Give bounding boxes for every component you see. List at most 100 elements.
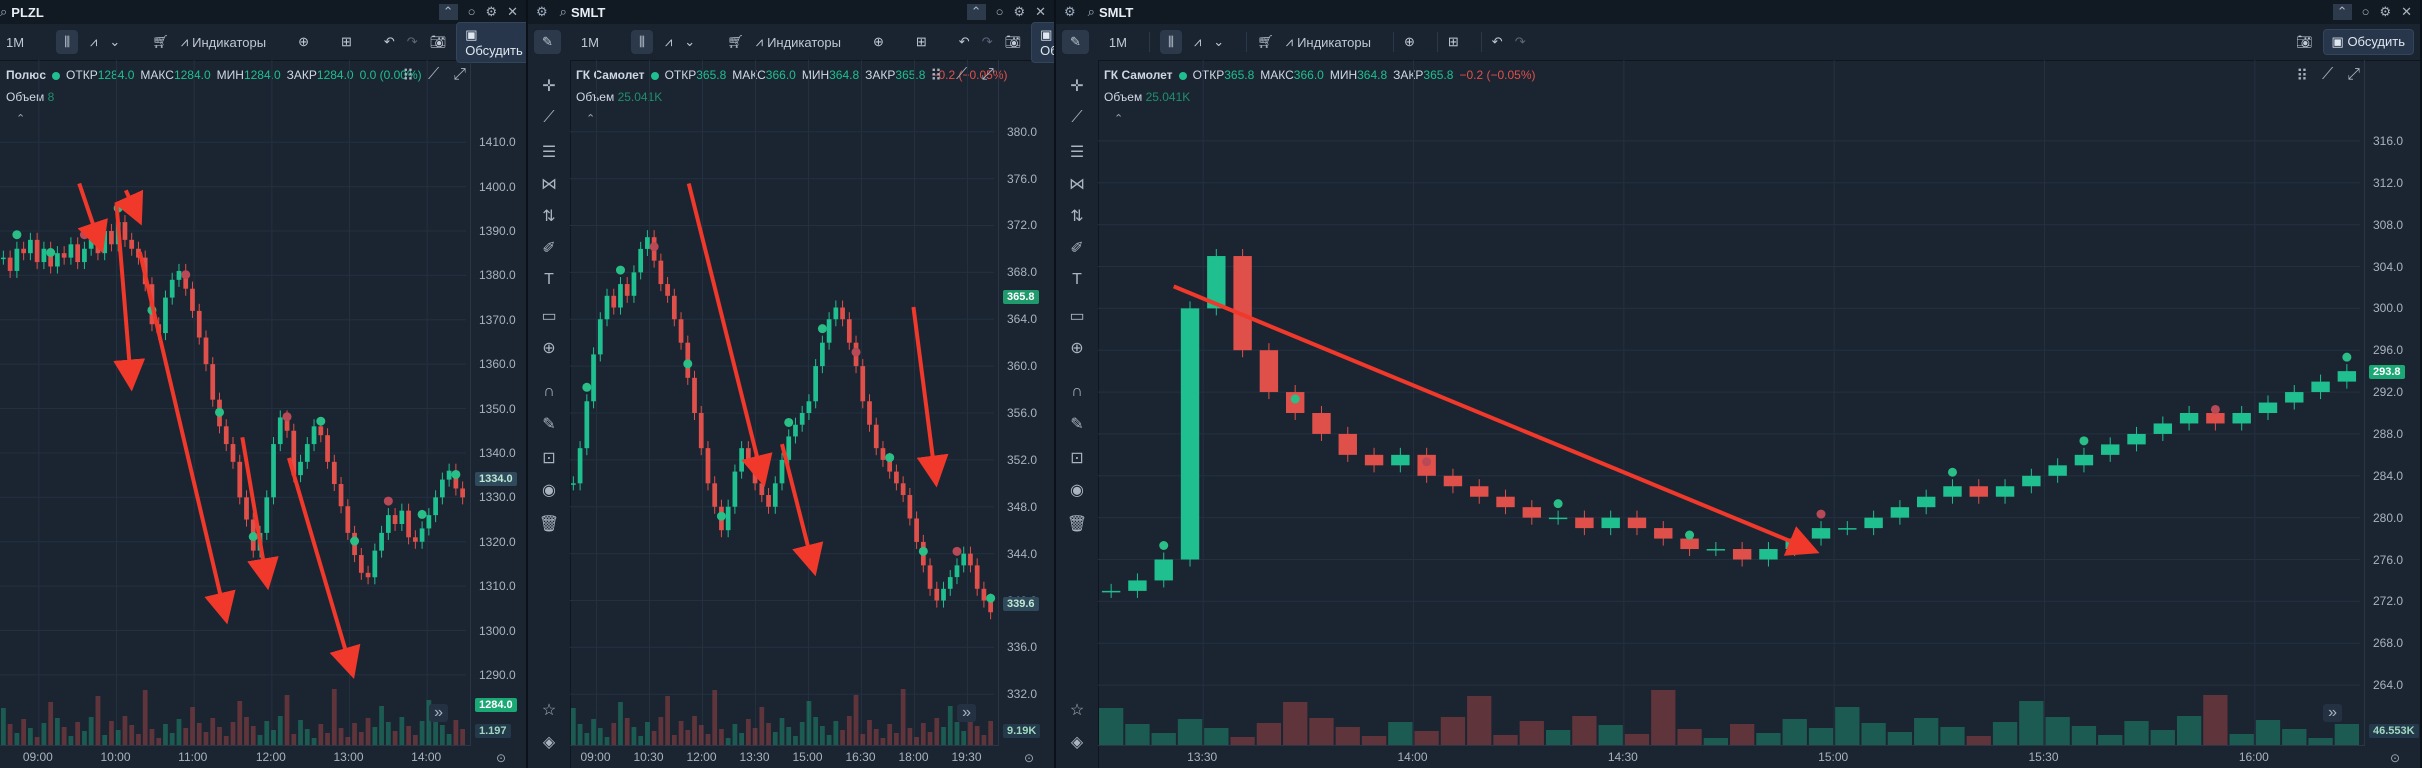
sell-marker[interactable]: [383, 496, 393, 506]
chart-type-dropdown[interactable]: ⌄: [109, 34, 120, 50]
layout-button[interactable]: ⊞: [916, 34, 927, 50]
price-axis[interactable]: 316.0 312.0 308.0 304.0 300.0 296.0 292.0 288.0…: [2364, 60, 2420, 746]
settings-icon[interactable]: ⚙: [1064, 4, 1076, 19]
redo-button[interactable]: ↷: [407, 34, 418, 50]
ticker-symbol[interactable]: SMLT: [1098, 4, 1134, 20]
gear-icon[interactable]: ⚙: [485, 4, 498, 19]
star-icon[interactable]: ☆: [541, 702, 557, 719]
sell-marker[interactable]: [851, 347, 861, 357]
buy-marker[interactable]: [350, 536, 360, 546]
axis-settings-icon[interactable]: ⊙: [2389, 751, 2400, 765]
close-icon[interactable]: ✕: [1035, 4, 1046, 19]
scroll-to-latest-button[interactable]: »: [429, 704, 448, 722]
buy-marker[interactable]: [582, 382, 592, 392]
layers-icon[interactable]: ◈: [542, 734, 556, 751]
layers-icon[interactable]: ◈: [1070, 734, 1084, 751]
price-axis[interactable]: 380.0 376.0 372.0 368.0 364.0 360.0 356.0 352.0…: [998, 60, 1054, 746]
drag-handle-icon[interactable]: ⠿: [402, 68, 414, 85]
buy-marker[interactable]: [1553, 499, 1563, 509]
chart-type-dropdown[interactable]: ⌄: [684, 34, 695, 50]
maximize-icon[interactable]: ○: [2361, 4, 2370, 19]
sell-marker[interactable]: [952, 546, 962, 556]
eye-icon[interactable]: ◉: [542, 482, 556, 499]
buy-marker[interactable]: [214, 407, 224, 417]
time-axis[interactable]: 09:00 10:30 12:00 13:30 15:00 16:30 18:00 19:30: [570, 745, 998, 768]
collapse-icon[interactable]: ⌃: [438, 4, 458, 20]
ticker-symbol[interactable]: SMLT: [570, 4, 606, 20]
buy-marker[interactable]: [1685, 530, 1695, 540]
trend-arrow[interactable]: [113, 189, 144, 226]
discuss-button[interactable]: ▣ Обсудить: [2322, 29, 2414, 55]
interval-selector[interactable]: 1M: [1109, 35, 1127, 50]
lock-icon[interactable]: ⊡: [1070, 450, 1084, 467]
search-icon[interactable]: ⌕: [0, 4, 8, 19]
trade-button[interactable]: 🛒︎: [727, 34, 744, 50]
interval-selector[interactable]: 1M: [6, 35, 24, 50]
camera-icon[interactable]: 📷︎: [429, 34, 447, 49]
undo-button[interactable]: ↶: [384, 34, 395, 50]
close-icon[interactable]: ✕: [507, 4, 518, 19]
trash-icon[interactable]: 🗑︎: [1066, 516, 1088, 533]
buy-marker[interactable]: [817, 324, 827, 334]
drag-handle-icon[interactable]: ⠿: [930, 68, 942, 85]
camera-icon[interactable]: 📷︎: [2296, 34, 2313, 49]
trend-arrow[interactable]: [240, 436, 279, 591]
ruler-icon[interactable]: ▭: [1069, 308, 1085, 325]
indicators-button[interactable]: ⩘ Индикаторы: [181, 34, 266, 50]
layout-button[interactable]: ⊞: [1448, 34, 1459, 50]
buy-marker[interactable]: [2342, 352, 2352, 362]
ruler-icon[interactable]: ▭: [541, 308, 557, 325]
chart-type-button[interactable]: ⫼: [630, 30, 653, 54]
settings-icon[interactable]: ⚙: [536, 4, 548, 19]
trend-arrow[interactable]: [911, 306, 949, 488]
chart-style-button[interactable]: ⩘: [665, 34, 672, 50]
buy-marker[interactable]: [784, 417, 794, 427]
lock-icon[interactable]: ⊡: [542, 450, 556, 467]
brush-icon[interactable]: ✐: [1070, 240, 1084, 257]
sell-marker[interactable]: [1816, 509, 1826, 519]
sell-marker[interactable]: [79, 230, 89, 240]
buy-marker[interactable]: [986, 593, 996, 603]
chart-style-button[interactable]: ⩘: [1194, 34, 1201, 50]
buy-marker[interactable]: [716, 511, 726, 521]
maximize-icon[interactable]: ○: [467, 4, 476, 19]
sell-marker[interactable]: [181, 270, 191, 280]
undo-button[interactable]: ↶: [1492, 34, 1503, 50]
line-tool-icon[interactable]: ⟋: [2321, 66, 2334, 83]
buy-marker[interactable]: [2079, 436, 2089, 446]
crosshair-icon[interactable]: ✛: [542, 78, 556, 95]
buy-marker[interactable]: [615, 265, 625, 275]
trend-arrow[interactable]: [686, 182, 773, 488]
buy-marker[interactable]: [885, 453, 895, 463]
sell-marker[interactable]: [2210, 404, 2220, 414]
price-chart[interactable]: [570, 60, 1056, 746]
collapse-icon[interactable]: ⌃: [966, 4, 986, 20]
buy-marker[interactable]: [12, 230, 22, 240]
redo-button[interactable]: ↷: [1515, 34, 1526, 50]
buy-marker[interactable]: [417, 509, 427, 519]
close-icon[interactable]: ✕: [2401, 4, 2412, 19]
ticker-symbol[interactable]: PLZL: [11, 4, 44, 20]
fib-levels-icon[interactable]: ☰: [541, 144, 557, 161]
collapse-legend-icon[interactable]: ⌃: [1114, 113, 1124, 125]
price-chart[interactable]: [1098, 60, 2422, 746]
drag-handle-icon[interactable]: ⠿: [2296, 68, 2308, 85]
search-icon[interactable]: ⌕: [1087, 4, 1095, 19]
indicators-button[interactable]: ⩘ Индикаторы: [756, 34, 841, 50]
time-axis[interactable]: 13:30 14:00 14:30 15:00 15:30 16:00: [1098, 745, 2364, 768]
time-axis[interactable]: 09:00 10:00 11:00 12:00 13:00 14:00: [0, 745, 470, 768]
buy-marker[interactable]: [1947, 467, 1957, 477]
gear-icon[interactable]: ⚙: [1013, 4, 1026, 19]
scroll-to-latest-button[interactable]: »: [2323, 704, 2342, 722]
collapse-legend-icon[interactable]: ⌃: [16, 113, 26, 125]
trade-button[interactable]: 🛒︎: [1257, 34, 1274, 50]
collapse-icon[interactable]: ⌃: [2332, 4, 2352, 20]
add-button[interactable]: ⊕: [1404, 34, 1415, 50]
ray-tool-icon[interactable]: ⤢: [2347, 66, 2360, 83]
fib-levels-icon[interactable]: ☰: [1069, 144, 1085, 161]
ray-tool-icon[interactable]: ⤢: [453, 66, 466, 83]
trend-arrow[interactable]: [780, 443, 824, 577]
pattern-icon[interactable]: ⋈: [1069, 176, 1085, 193]
add-button[interactable]: ⊕: [873, 34, 884, 50]
buy-marker[interactable]: [683, 359, 693, 369]
